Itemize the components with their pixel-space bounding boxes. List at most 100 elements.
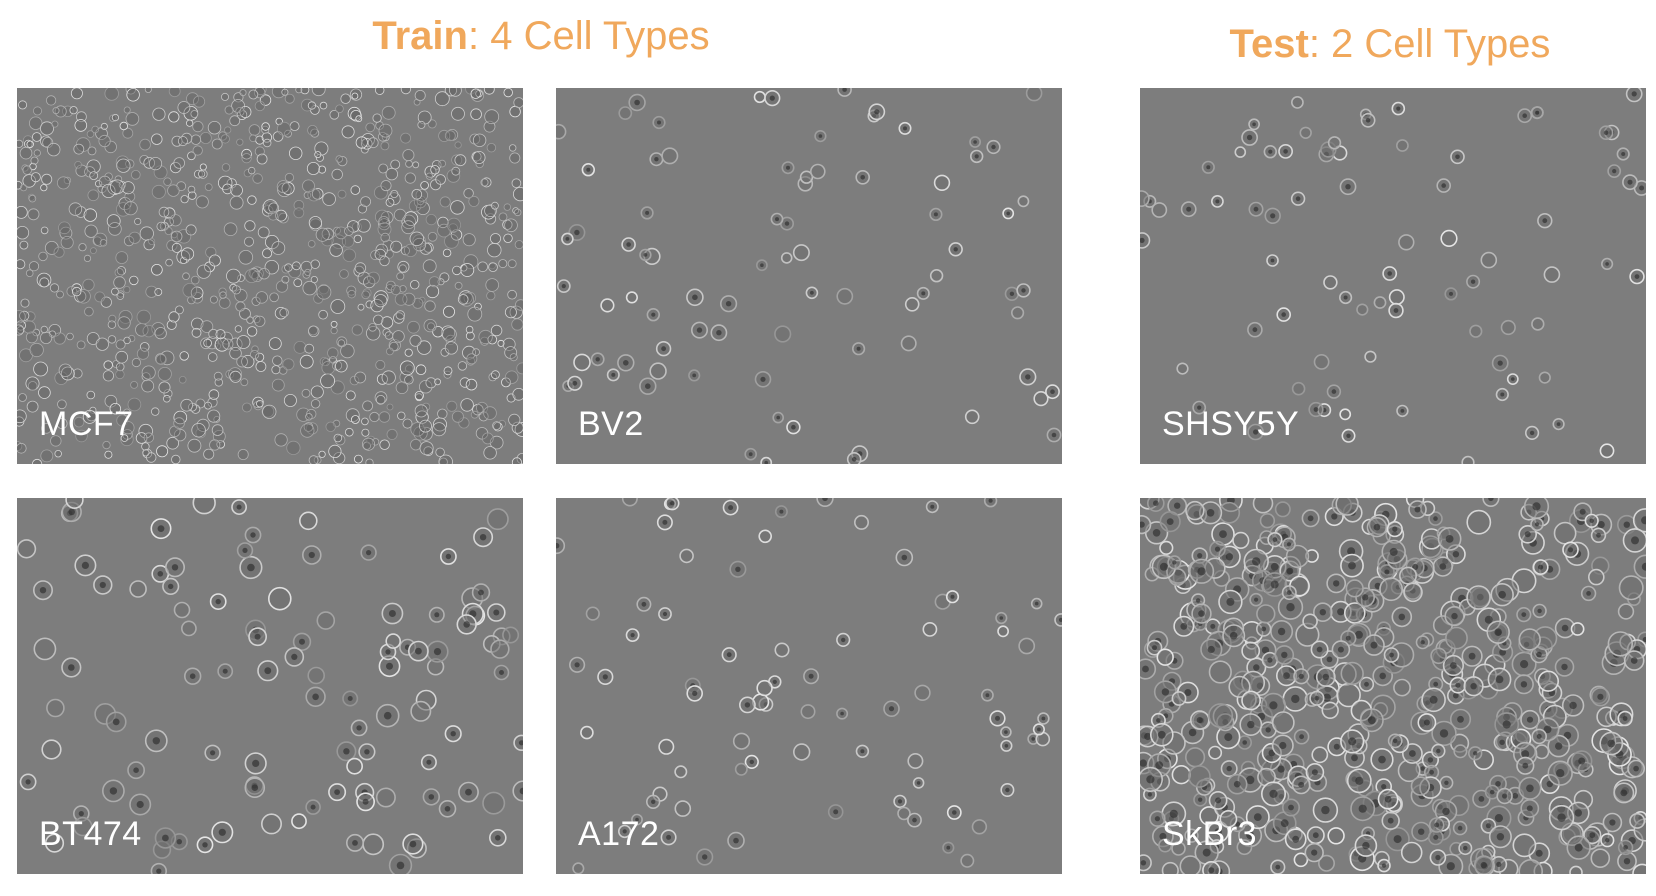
cell-nucleus-mark (1392, 738, 1398, 744)
cell-mark (1388, 289, 1405, 306)
cell-mark (237, 448, 249, 460)
cell-mark (1632, 863, 1646, 874)
cell-mark (625, 291, 638, 304)
cell-nucleus-mark (1561, 663, 1568, 671)
cell-nucleus-mark (264, 667, 272, 675)
cell-mark (400, 88, 411, 95)
cell-mark (93, 232, 108, 247)
cell-mark (330, 380, 345, 395)
cell-nucleus-mark (415, 647, 422, 655)
cell-nucleus-mark (1291, 694, 1300, 704)
cell-nucleus-mark (874, 109, 880, 115)
cell-mark (83, 208, 98, 222)
cell-mark (182, 283, 198, 298)
cell-mark (236, 335, 251, 349)
cell-mark (1219, 809, 1238, 828)
cell-nucleus-mark (1603, 130, 1609, 135)
cell-nucleus-mark (1269, 701, 1278, 710)
cell-mark (231, 99, 246, 113)
cell-mark (31, 132, 42, 142)
cell-nucleus-mark (1605, 262, 1609, 266)
cell-nucleus-mark (1381, 863, 1387, 868)
cell-mark (123, 106, 131, 114)
cell-mark (218, 131, 228, 141)
cell-nucleus-mark (1189, 833, 1194, 838)
cell-mark (516, 362, 523, 375)
cell-nucleus-mark (450, 731, 456, 737)
cell-mark (375, 88, 385, 95)
cell-mark (41, 173, 53, 185)
cell-mark (84, 224, 98, 238)
cell-nucleus-mark (1195, 598, 1201, 603)
cell-mark (18, 393, 27, 402)
cell-mark (345, 390, 356, 401)
cell-mark (422, 259, 437, 274)
cell-nucleus-mark (1265, 727, 1271, 733)
cell-mark (152, 107, 166, 121)
cell-mark (478, 329, 493, 345)
cell-nucleus-mark (1521, 750, 1530, 759)
cell-mark (207, 121, 222, 135)
cell-mark (503, 233, 513, 244)
cell-nucleus-mark (1333, 580, 1340, 587)
cell-mark (353, 454, 363, 464)
cell-mark (355, 115, 363, 123)
cell-nucleus-mark (1620, 789, 1628, 797)
cell-nucleus-mark (1561, 624, 1569, 632)
cell-nucleus-mark (1634, 274, 1640, 279)
cell-nucleus-mark (643, 253, 648, 257)
cell-nucleus-mark (1337, 608, 1345, 616)
cell-mark (900, 335, 917, 352)
cell-mark (449, 88, 462, 97)
cell-mark (169, 214, 182, 227)
cell-mark (960, 853, 975, 868)
cell-mark (439, 196, 451, 208)
cell-mark (73, 416, 85, 428)
cell-mark (442, 327, 457, 342)
cell-nucleus-mark (1473, 751, 1478, 756)
cell-mark (164, 226, 173, 235)
cell-nucleus-mark (748, 452, 753, 457)
cell-nucleus-mark (1452, 551, 1460, 558)
cell-mark (385, 167, 399, 181)
cell-mark (272, 355, 283, 366)
cell-mark (115, 251, 129, 265)
cell-nucleus-mark (1355, 776, 1364, 785)
cell-mark (40, 184, 48, 192)
cell-mark (1188, 765, 1211, 788)
cell-nucleus-mark (1522, 762, 1529, 769)
cell-nucleus-mark (1224, 733, 1233, 742)
micrograph-mcf7-cells (17, 88, 523, 464)
cell-nucleus-mark (1450, 662, 1457, 669)
cell-mark (17, 226, 30, 240)
cell-nucleus-mark (1280, 819, 1289, 828)
cell-mark (191, 327, 202, 338)
cell-mark (217, 175, 233, 191)
cell-mark (1159, 540, 1174, 556)
cell-mark (207, 409, 221, 423)
cell-mark (463, 188, 474, 199)
cell-nucleus-mark (1494, 814, 1503, 823)
cell-mark (1236, 839, 1253, 856)
cell-mark (1327, 136, 1342, 150)
cell-mark (30, 172, 41, 183)
cell-mark (218, 297, 231, 309)
cell-mark (50, 435, 62, 447)
cell-mark (392, 330, 405, 343)
cell-mark (346, 757, 363, 775)
cell-nucleus-mark (776, 415, 780, 420)
cell-mark (412, 234, 426, 248)
cell-mark (1395, 139, 1409, 152)
cell-mark (254, 315, 266, 327)
cell-mark (170, 230, 183, 243)
cell-mark (70, 88, 83, 100)
cell-nucleus-mark (1345, 635, 1351, 641)
cell-mark (573, 353, 591, 372)
cell-nucleus-mark (1246, 831, 1254, 840)
cell-mark (508, 413, 521, 426)
cell-mark (17, 139, 24, 148)
cell-mark (513, 187, 523, 202)
cell-mark (414, 90, 426, 101)
train-heading: Train: 4 Cell Types (362, 14, 720, 59)
cell-nucleus-mark (495, 835, 501, 841)
